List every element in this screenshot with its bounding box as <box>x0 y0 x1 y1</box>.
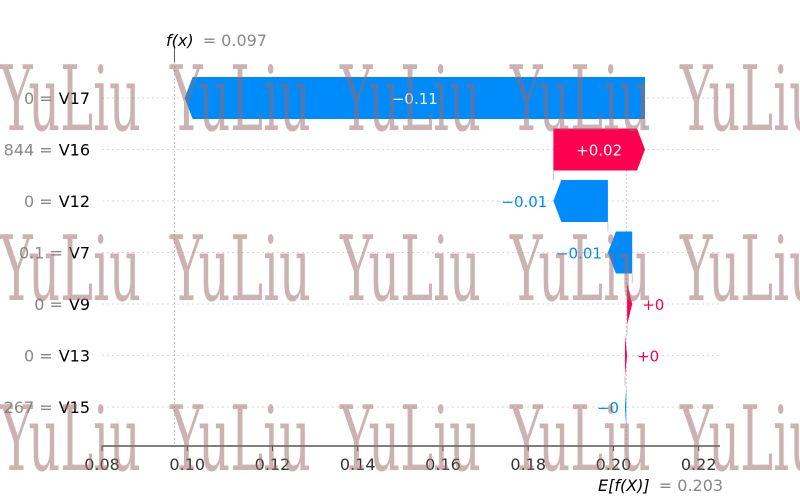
watermark-layer: YuLiu YuLiu YuLiu YuLiu YuLiu YuLiu YuLiu YuLiu… <box>0 48 800 492</box>
feature-value: 267 = <box>4 398 53 417</box>
bar-value-label: +0.02 <box>576 142 622 160</box>
x-axis: 0.08 0.10 0.12 0.14 0.16 0.18 0.20 0.22 <box>84 445 720 474</box>
bars-layer <box>184 77 646 428</box>
x-tick-label: 0.12 <box>255 455 291 474</box>
bar-value-label: −0.01 <box>501 193 547 211</box>
feature-value: 0.1 = <box>19 244 63 263</box>
watermark-text: YuLiu <box>169 48 311 152</box>
feature-value: 0 = <box>34 295 63 314</box>
x-tick-label: 0.18 <box>510 455 546 474</box>
bar-v12 <box>553 180 608 222</box>
x-tick-label: 0.16 <box>425 455 461 474</box>
watermark-text: YuLiu <box>339 218 481 322</box>
base-annotation: E[f(X)] = 0.203 <box>598 476 723 495</box>
watermark-text: YuLiu <box>509 388 651 492</box>
watermark-text: YuLiu <box>509 218 651 322</box>
feature-name: V13 <box>59 347 90 366</box>
watermark-text: YuLiu <box>0 218 141 322</box>
watermark-text: YuLiu <box>339 48 481 152</box>
labels-layer: −0.11 0 = V17 +0.02 844 = V16 −0.01 0 = V12 −0.01… <box>4 89 665 417</box>
feature-name: V16 <box>59 141 90 160</box>
fx-annotation: f(x) = 0.097 <box>166 31 267 50</box>
bar-v15 <box>624 386 627 428</box>
bar-v16 <box>553 128 645 171</box>
bar-value-label: −0.01 <box>556 245 602 263</box>
x-tick-label: 0.10 <box>169 455 205 474</box>
feature-label: 0.1 = V7 <box>19 244 90 263</box>
bar-v13 <box>624 334 628 377</box>
bar-v9 <box>627 283 633 325</box>
feature-label: 0 = V9 <box>34 295 90 314</box>
base-value: = 0.203 <box>659 476 723 495</box>
bar-value-label: −0.11 <box>392 90 438 108</box>
watermark-text: YuLiu <box>0 388 141 492</box>
feature-name: V9 <box>69 295 90 314</box>
feature-name: V12 <box>59 192 90 211</box>
feature-value: 0 = <box>24 347 53 366</box>
bar-v17 <box>184 77 645 119</box>
x-tick-label: 0.08 <box>84 455 120 474</box>
watermark-text: YuLiu <box>679 48 800 152</box>
watermark-text: YuLiu <box>509 48 651 152</box>
watermark-text: YuLiu <box>169 218 311 322</box>
x-tick-label: 0.22 <box>681 455 717 474</box>
watermark-text: YuLiu <box>679 218 800 322</box>
feature-name: V17 <box>59 89 90 108</box>
feature-name: V7 <box>69 244 90 263</box>
feature-value: 0 = <box>24 89 53 108</box>
feature-name: V15 <box>59 398 90 417</box>
x-tick-label: 0.14 <box>340 455 376 474</box>
feature-label: 267 = V15 <box>4 398 90 417</box>
bar-value-label: +0 <box>637 348 659 366</box>
watermark-text: YuLiu <box>0 48 141 152</box>
feature-label: 0 = V17 <box>24 89 90 108</box>
fx-label: f(x) <box>166 31 194 50</box>
watermark-text: YuLiu <box>679 388 800 492</box>
feature-label: 0 = V12 <box>24 192 90 211</box>
svg-text:f(x) = 0.097: f(x) = 0.097 <box>166 31 267 50</box>
bar-value-label: −0 <box>597 399 619 417</box>
watermark-text: YuLiu <box>339 388 481 492</box>
feature-value: 0 = <box>24 192 53 211</box>
fx-value: = 0.097 <box>203 31 267 50</box>
bar-value-label: +0 <box>642 296 664 314</box>
svg-text:E[f(X)] = 0.203: E[f(X)] = 0.203 <box>598 476 723 495</box>
watermark-text: YuLiu <box>169 388 311 492</box>
base-label: E[f(X)] <box>598 476 650 495</box>
bar-v7 <box>607 231 633 274</box>
feature-value: 844 = <box>4 141 53 160</box>
feature-label: 0 = V13 <box>24 347 90 366</box>
x-tick-label: 0.20 <box>596 455 632 474</box>
feature-label: 844 = V16 <box>4 141 90 160</box>
